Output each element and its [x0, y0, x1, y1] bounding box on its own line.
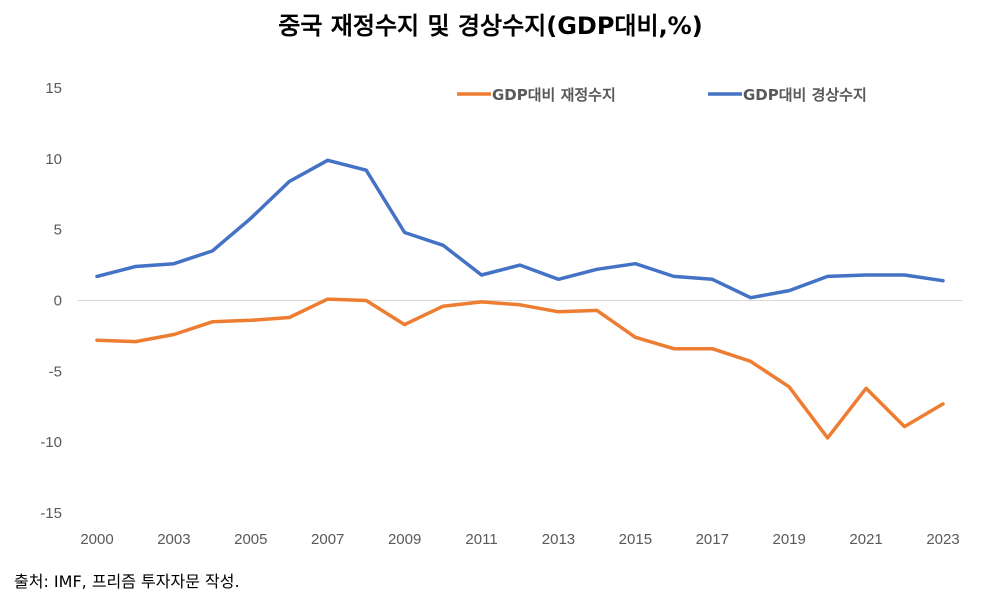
- data-point: [364, 168, 368, 172]
- source-note: 출처: IMF, 프리즘 투자자문 작성.: [14, 572, 240, 591]
- data-point: [95, 274, 99, 278]
- y-tick-label: -10: [40, 434, 62, 451]
- x-tick-label: 2009: [388, 531, 421, 548]
- x-tick-label: 2007: [311, 531, 344, 548]
- data-point: [864, 386, 868, 390]
- data-point: [903, 273, 907, 277]
- data-point: [710, 347, 714, 351]
- data-point: [826, 274, 830, 278]
- data-point: [787, 385, 791, 389]
- data-point: [210, 320, 214, 324]
- x-tick-label: 2023: [926, 531, 959, 548]
- data-point: [595, 267, 599, 271]
- chart-title: 중국 재정수지 및 경상수지(GDP대비,%): [278, 12, 703, 40]
- y-tick-label: 15: [45, 80, 62, 97]
- data-point: [403, 323, 407, 327]
- x-tick-label: 2011: [465, 531, 497, 548]
- data-point: [326, 297, 330, 301]
- data-point: [480, 273, 484, 277]
- data-point: [941, 279, 945, 283]
- x-tick-label: 2019: [772, 531, 805, 548]
- data-point: [749, 359, 753, 363]
- data-point: [941, 402, 945, 406]
- data-point: [172, 333, 176, 336]
- data-point: [518, 263, 522, 267]
- data-point: [864, 273, 868, 277]
- data-point: [826, 436, 830, 440]
- data-point: [172, 262, 176, 266]
- data-point: [133, 340, 137, 344]
- data-point: [133, 265, 137, 268]
- x-tick-label: 2021: [849, 531, 882, 548]
- data-point: [441, 243, 445, 247]
- legend-label: GDP대비 경상수지: [743, 86, 867, 104]
- series-line-current-account: [95, 158, 945, 300]
- data-point: [441, 304, 445, 308]
- data-point: [595, 308, 599, 312]
- data-point: [633, 335, 637, 339]
- data-point: [249, 216, 253, 220]
- data-point: [518, 303, 522, 307]
- data-point: [749, 296, 753, 300]
- data-point: [787, 289, 791, 293]
- data-point: [672, 347, 676, 351]
- data-point: [287, 316, 291, 319]
- data-point: [633, 262, 637, 266]
- data-point: [364, 299, 368, 302]
- y-tick-label: 5: [54, 222, 62, 239]
- x-tick-label: 2003: [157, 531, 190, 548]
- data-point: [287, 180, 291, 183]
- y-tick-label: -15: [40, 505, 62, 522]
- series-line-fiscal-balance: [95, 297, 945, 440]
- data-point: [249, 318, 253, 322]
- x-tick-label: 2000: [80, 531, 113, 548]
- data-point: [710, 277, 714, 281]
- data-point: [556, 277, 560, 281]
- data-point: [672, 274, 676, 278]
- x-tick-label: 2013: [542, 531, 575, 548]
- y-tick-label: 0: [54, 293, 62, 310]
- x-tick-label: 2015: [619, 531, 652, 548]
- legend-label: GDP대비 재정수지: [492, 86, 616, 104]
- y-tick-label: 10: [45, 151, 62, 168]
- data-point: [326, 158, 330, 162]
- data-point: [210, 249, 214, 253]
- x-tick-label: 2005: [234, 531, 267, 548]
- data-point: [95, 338, 99, 342]
- data-point: [403, 231, 407, 234]
- data-point: [480, 300, 484, 304]
- x-tick-label: 2017: [696, 531, 729, 548]
- data-point: [903, 425, 907, 429]
- data-point: [556, 310, 560, 314]
- y-tick-label: -5: [49, 363, 62, 380]
